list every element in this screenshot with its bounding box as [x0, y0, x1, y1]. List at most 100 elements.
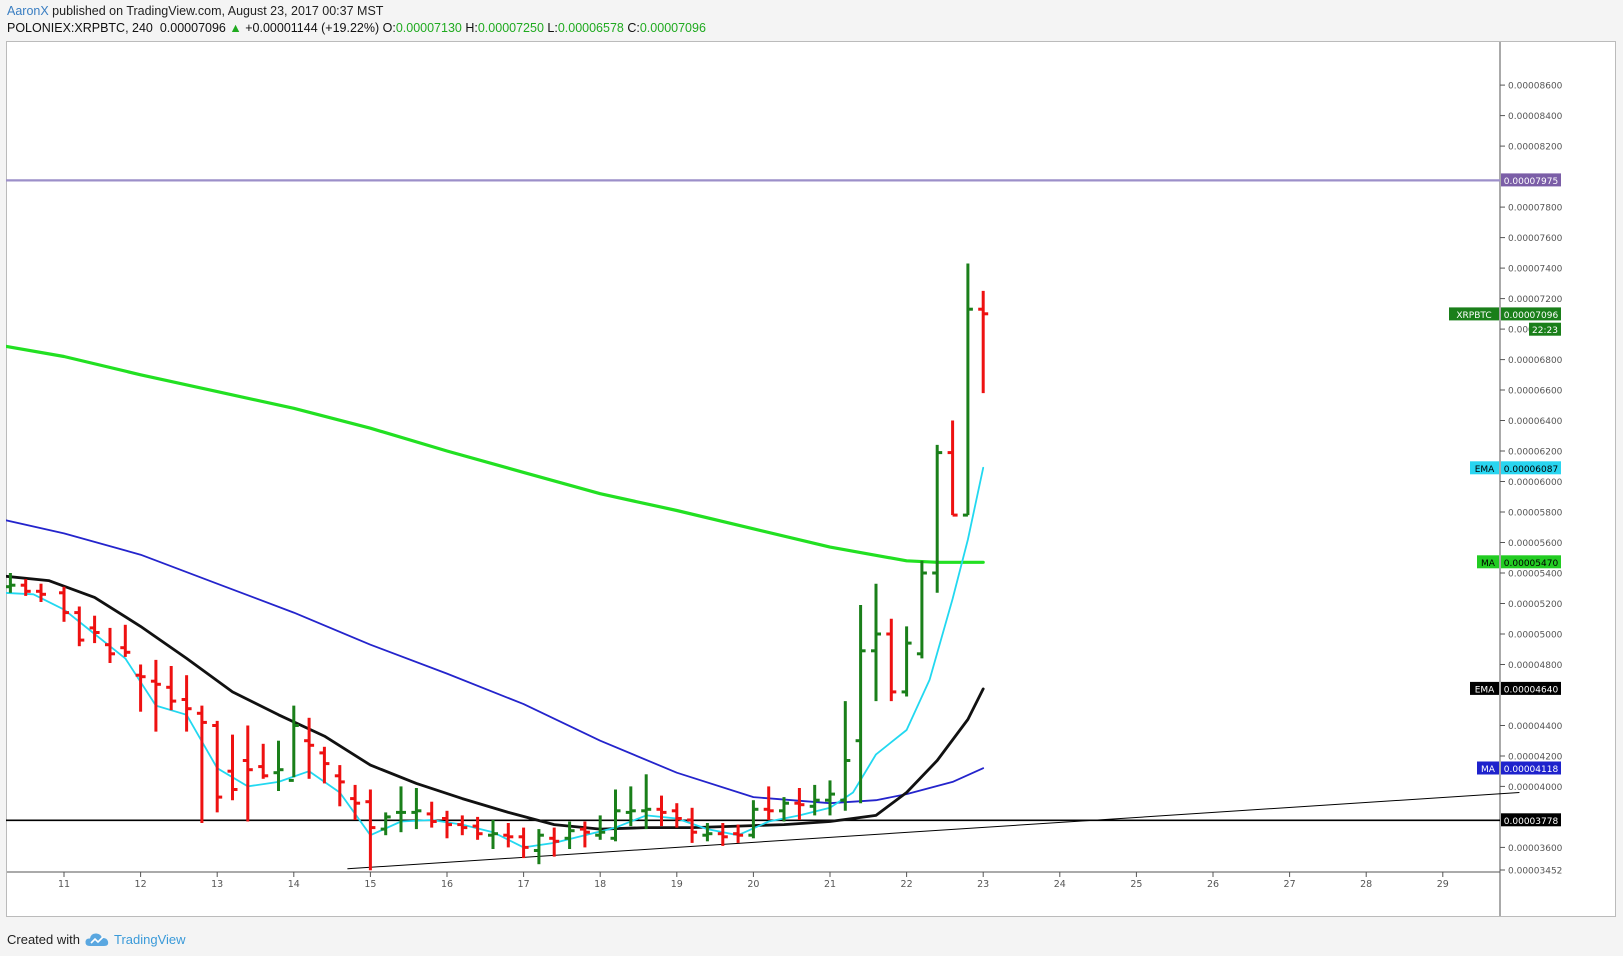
- ohlc-bar: [579, 821, 590, 848]
- ohlc-bar: [59, 586, 69, 622]
- ohlc-bar: [809, 784, 820, 816]
- price-label-value: 0.00003778: [1504, 817, 1559, 827]
- ohlc-bar: [89, 615, 100, 644]
- y-tick-label: 0.00007600: [1508, 234, 1563, 244]
- ohlc-bar: [671, 803, 682, 828]
- ohlc-bar: [825, 780, 835, 816]
- ohlc-bar: [962, 263, 973, 517]
- x-tick-label: 11: [58, 879, 70, 890]
- x-tick-label: 12: [135, 879, 147, 890]
- ohlc-bar: [472, 816, 483, 840]
- price-label: 22:23: [1529, 322, 1561, 336]
- y-tick-label: 0.00005800: [1508, 509, 1563, 519]
- ohlc-bar: [641, 774, 652, 830]
- price-label-value: 0.00007975: [1504, 177, 1558, 187]
- y-tick-label: 0.00003452: [1508, 867, 1562, 877]
- price-label-value: 0.00004118: [1504, 765, 1559, 775]
- ohlc-bar: [488, 820, 498, 849]
- ohlc-bar: [288, 705, 299, 782]
- high-label: H:: [465, 21, 478, 35]
- x-tick-label: 13: [211, 879, 223, 890]
- symbol-line: POLONIEX:XRPBTC, 240 0.00007096 ▲ +0.000…: [7, 21, 706, 35]
- ohlc-bar: [840, 701, 851, 811]
- ohlc-bar: [932, 444, 943, 593]
- price-label-tag: EMA: [1475, 465, 1495, 475]
- indicator-line-ma: [1, 344, 985, 564]
- x-tick-label: 14: [288, 879, 300, 890]
- chart-area[interactable]: 0.00008600 0.00008400 0.00008200 0.00007800…: [1, 41, 1616, 917]
- price-label-tag-box: [1449, 307, 1499, 321]
- y-tick-label: 0.00004200: [1508, 753, 1563, 763]
- ohlc-bar: [396, 786, 406, 833]
- x-tick-label: 24: [1054, 879, 1066, 890]
- ohlc-bar: [855, 605, 866, 804]
- ohlc-bar: [564, 821, 575, 849]
- price-label-box: [1501, 813, 1561, 827]
- symbol-label: POLONIEX:XRPBTC, 240: [7, 21, 153, 35]
- price-chart[interactable]: 0.00008600 0.00008400 0.00008200 0.00007800…: [1, 41, 1616, 917]
- y-tick-label: 0.00007800: [1508, 204, 1563, 214]
- price-label-box: [1501, 681, 1561, 695]
- y-tick-label: 0.00004000: [1508, 783, 1563, 793]
- created-with-text: Created with: [7, 932, 80, 947]
- ohlc-bar: [304, 717, 315, 779]
- ohlc-bar: [871, 583, 881, 702]
- open-label: O:: [382, 21, 396, 35]
- tradingview-brand-link[interactable]: TradingView: [114, 932, 186, 947]
- ohlc-bar: [212, 720, 223, 813]
- x-tick-label: 17: [518, 879, 530, 890]
- y-tick-label: 0.00006800: [1508, 356, 1563, 366]
- y-tick-label: 0.00006200: [1508, 448, 1563, 458]
- price-label-box: [1501, 173, 1561, 187]
- ohlc-bar: [5, 573, 16, 593]
- price-label-value: 0.00005470: [1504, 559, 1559, 569]
- indicator-line-ma: [1, 518, 985, 805]
- y-tick-label: 0.00003600: [1508, 844, 1563, 854]
- ohlc-bar: [227, 734, 238, 801]
- ohlc-bar: [181, 675, 192, 732]
- x-tick-label: 28: [1360, 879, 1372, 890]
- ohlc-bar: [411, 788, 422, 830]
- ohlc-bar: [610, 789, 621, 842]
- tradingview-cloud-icon[interactable]: [84, 930, 110, 955]
- ohlc-bar: [533, 829, 544, 865]
- close-value: 0.00007096: [639, 21, 706, 35]
- ohlc-bar: [549, 827, 560, 857]
- y-tick-label: 0.00005000: [1508, 631, 1563, 641]
- x-tick-label: 29: [1437, 879, 1449, 890]
- ohlc-bar: [901, 626, 912, 697]
- ohlc-bar: [380, 812, 391, 836]
- y-tick-label: 0.00004800: [1508, 661, 1563, 671]
- y-tick-label: 0.00008400: [1508, 112, 1563, 122]
- y-tick-label: 0.00008200: [1508, 143, 1563, 153]
- y-tick-label: 0.00006400: [1508, 417, 1563, 427]
- x-tick-label: 21: [824, 879, 836, 890]
- price-label: 0.00004118 MA: [1477, 761, 1561, 775]
- close-label: C:: [627, 21, 640, 35]
- price-label-box: [1501, 461, 1561, 475]
- y-tick-label: 0.00006000: [1508, 478, 1563, 488]
- ohlc-bar: [978, 290, 989, 394]
- ohlc-bar: [258, 743, 269, 779]
- ohlc-bar: [135, 664, 146, 712]
- ohlc-bar: [120, 624, 131, 657]
- ohlc-bar: [748, 800, 759, 839]
- price-label-tag-box: [1470, 461, 1499, 475]
- price-label-tag-box: [1470, 681, 1499, 695]
- author-link[interactable]: AaronX: [7, 4, 49, 18]
- ohlc-bar: [779, 797, 789, 822]
- y-tick-label: 0.00007400: [1508, 265, 1563, 275]
- price-label-tag: MA: [1481, 559, 1496, 569]
- price-label-tag: XRPBTC: [1456, 311, 1491, 321]
- low-label: L:: [547, 21, 558, 35]
- ohlc-bar: [273, 740, 284, 791]
- ohlc-bar: [350, 784, 361, 820]
- y-tick-label: 0.00006600: [1508, 387, 1563, 397]
- price-label-box: [1529, 322, 1561, 336]
- price-label: 0.00007975: [1501, 173, 1561, 187]
- ohlc-bar: [196, 705, 207, 823]
- chart-header: AaronX published on TradingView.com, Aug…: [0, 0, 1623, 40]
- x-tick-label: 25: [1130, 879, 1142, 890]
- ohlc-bar: [687, 807, 698, 843]
- price-label-tag-box: [1477, 761, 1499, 775]
